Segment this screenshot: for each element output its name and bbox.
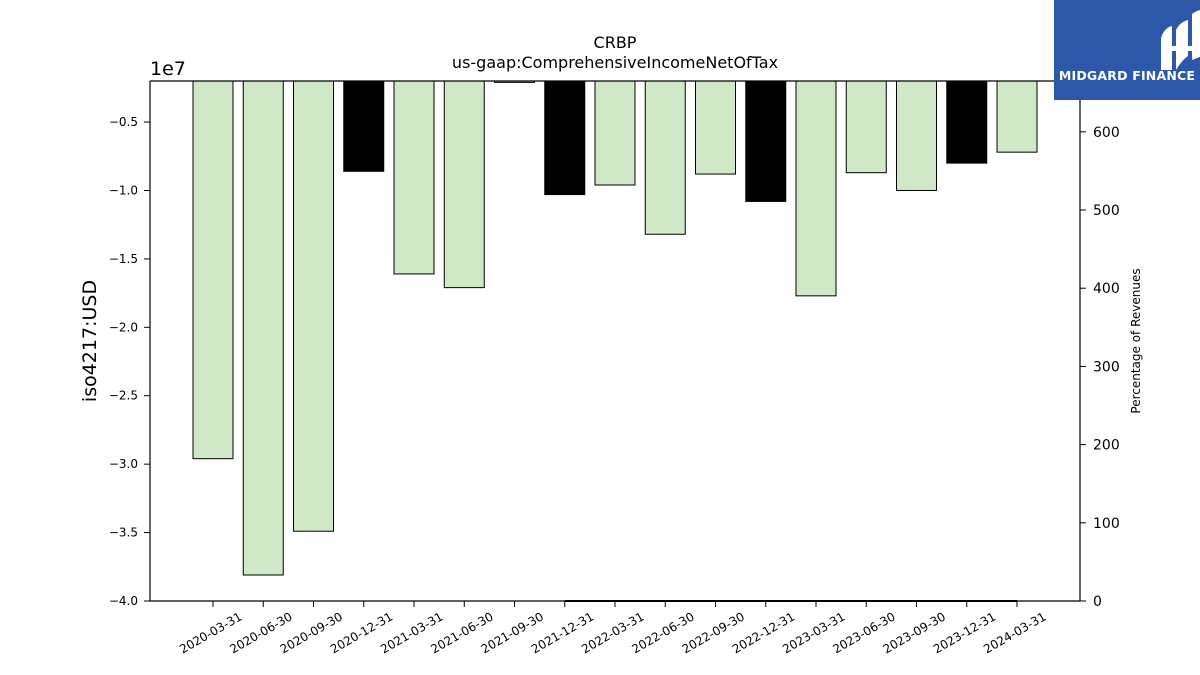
y2-tick-label: 0: [1093, 594, 1102, 610]
secondary-y-axis-ticks: 0 100 200 300 400 500 600: [1080, 125, 1120, 610]
y2-tick-label: 300: [1093, 359, 1120, 375]
y-tick-label: −3.5: [109, 526, 138, 540]
x-axis-ticks: 2020-03-312020-06-302020-09-302020-12-31…: [177, 601, 1049, 656]
y-tick-label: −4.0: [109, 594, 138, 608]
y-tick-label: −1.5: [109, 252, 138, 266]
bar: [192, 80, 234, 460]
y-tick-label: −0.5: [109, 115, 138, 129]
bar: [996, 80, 1038, 153]
bar: [644, 80, 686, 235]
bar: [293, 80, 334, 532]
y2-tick-label: 100: [1093, 516, 1120, 532]
y2-tick-label: 500: [1093, 203, 1120, 219]
y2-tick-label: 200: [1093, 438, 1120, 454]
brand-logo: MIDGARD FINANCE: [1054, 0, 1200, 100]
y-tick-label: −2.5: [109, 389, 138, 403]
bar: [393, 80, 435, 275]
bar: [896, 80, 937, 191]
bar: [745, 80, 787, 202]
bar: [343, 80, 385, 172]
bar: [594, 80, 636, 186]
bar: [845, 80, 887, 174]
bar: [544, 80, 586, 196]
logo-mark-icon: [1161, 10, 1200, 70]
axes-frame: [149, 80, 1081, 602]
y-axis-label: iso4217:USD: [79, 280, 101, 402]
bar: [242, 80, 284, 576]
bar: [946, 80, 988, 164]
y2-tick-label: 400: [1093, 281, 1120, 297]
y-tick-label: −1.0: [109, 183, 138, 197]
bar: [443, 80, 485, 289]
y-tick-label: −2.0: [109, 320, 138, 334]
bars-group: [192, 80, 1038, 576]
bar: [795, 80, 837, 297]
chart-title: CRBP: [594, 33, 637, 52]
bar: [695, 80, 736, 175]
y-axis-ticks: −0.5 −1.0 −1.5 −2.0 −2.5 −3.0 −3.5 −4.0: [109, 115, 150, 608]
y-tick-label: −3.0: [109, 457, 138, 471]
secondary-y-axis-label: Percentage of Revenues: [1129, 268, 1143, 413]
logo-text: MIDGARD FINANCE: [1058, 68, 1196, 83]
y2-tick-label: 600: [1093, 125, 1120, 141]
y-axis-offset-label: 1e7: [150, 58, 186, 80]
chart-subtitle: us-gaap:ComprehensiveIncomeNetOfTax: [452, 53, 778, 72]
